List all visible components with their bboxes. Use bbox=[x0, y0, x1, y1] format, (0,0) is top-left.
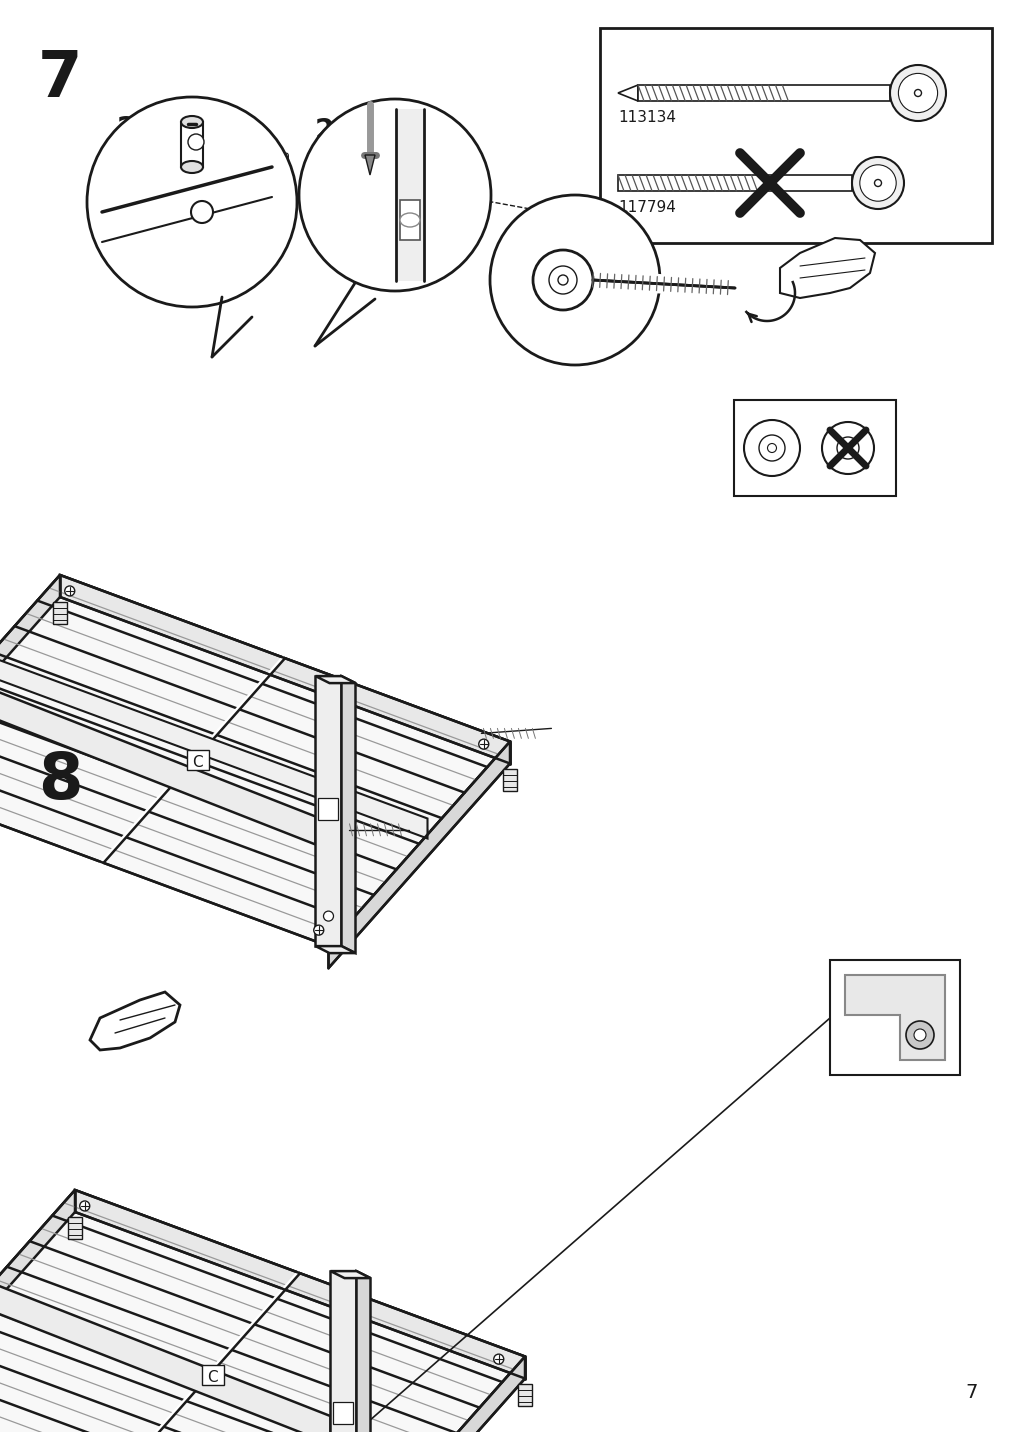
Text: 7: 7 bbox=[38, 49, 83, 110]
Text: 7: 7 bbox=[964, 1383, 977, 1402]
Bar bbox=[637, 84, 889, 102]
Ellipse shape bbox=[843, 444, 851, 453]
Circle shape bbox=[548, 266, 576, 294]
Ellipse shape bbox=[889, 64, 945, 120]
Text: 8: 8 bbox=[38, 750, 83, 812]
Ellipse shape bbox=[851, 158, 903, 209]
Circle shape bbox=[913, 1030, 925, 1041]
Bar bbox=[187, 750, 208, 770]
Ellipse shape bbox=[859, 165, 896, 202]
Bar bbox=[318, 798, 338, 819]
Bar bbox=[53, 601, 67, 624]
Polygon shape bbox=[844, 975, 944, 1060]
Bar bbox=[395, 109, 424, 281]
Polygon shape bbox=[331, 1272, 370, 1279]
Polygon shape bbox=[329, 742, 510, 968]
Bar bbox=[68, 1217, 82, 1239]
Bar bbox=[502, 769, 517, 790]
Ellipse shape bbox=[181, 160, 203, 173]
Polygon shape bbox=[211, 296, 252, 357]
Circle shape bbox=[489, 195, 659, 365]
Bar bbox=[399, 200, 420, 241]
Polygon shape bbox=[0, 1190, 525, 1432]
Circle shape bbox=[188, 135, 204, 150]
Circle shape bbox=[905, 1021, 933, 1050]
Bar bbox=[334, 1402, 353, 1423]
Bar bbox=[829, 959, 959, 1075]
Polygon shape bbox=[75, 1190, 525, 1379]
Polygon shape bbox=[315, 676, 341, 947]
Circle shape bbox=[493, 1355, 503, 1365]
Polygon shape bbox=[0, 652, 427, 839]
Circle shape bbox=[191, 200, 212, 223]
Polygon shape bbox=[0, 576, 510, 947]
Polygon shape bbox=[315, 947, 355, 954]
Polygon shape bbox=[0, 576, 60, 802]
Bar bbox=[202, 1365, 223, 1385]
Polygon shape bbox=[356, 1272, 370, 1432]
Ellipse shape bbox=[898, 73, 936, 113]
Circle shape bbox=[65, 586, 75, 596]
Circle shape bbox=[743, 420, 800, 475]
Bar bbox=[618, 175, 851, 190]
Polygon shape bbox=[341, 676, 355, 954]
Text: 2x: 2x bbox=[314, 117, 352, 145]
Text: C: C bbox=[192, 755, 203, 770]
Polygon shape bbox=[0, 650, 315, 845]
Bar bbox=[600, 29, 991, 243]
Polygon shape bbox=[90, 992, 180, 1050]
Circle shape bbox=[87, 97, 296, 306]
Circle shape bbox=[478, 739, 488, 749]
Circle shape bbox=[313, 925, 324, 935]
Circle shape bbox=[80, 1201, 90, 1211]
Bar bbox=[733, 400, 895, 495]
Polygon shape bbox=[365, 155, 375, 175]
Polygon shape bbox=[0, 1190, 75, 1416]
Text: 2x: 2x bbox=[117, 115, 154, 143]
Ellipse shape bbox=[766, 444, 775, 453]
Bar bbox=[181, 122, 203, 168]
Text: 113134: 113134 bbox=[618, 110, 675, 125]
Circle shape bbox=[821, 422, 874, 474]
Ellipse shape bbox=[914, 89, 921, 96]
Ellipse shape bbox=[874, 179, 881, 186]
Polygon shape bbox=[314, 284, 375, 347]
Text: 113134: 113134 bbox=[579, 262, 627, 275]
Polygon shape bbox=[618, 84, 637, 102]
Polygon shape bbox=[0, 1250, 331, 1432]
Polygon shape bbox=[343, 1356, 525, 1432]
Text: C: C bbox=[207, 1370, 218, 1385]
Ellipse shape bbox=[399, 213, 420, 228]
Circle shape bbox=[298, 99, 490, 291]
Ellipse shape bbox=[181, 116, 203, 127]
Polygon shape bbox=[331, 1272, 356, 1432]
Text: 113153: 113153 bbox=[279, 149, 292, 196]
Ellipse shape bbox=[557, 275, 567, 285]
Circle shape bbox=[324, 911, 334, 921]
Polygon shape bbox=[315, 676, 355, 683]
Circle shape bbox=[533, 251, 592, 309]
Polygon shape bbox=[779, 238, 875, 298]
Circle shape bbox=[758, 435, 785, 461]
Polygon shape bbox=[60, 576, 510, 763]
Circle shape bbox=[836, 437, 858, 460]
Text: 117794: 117794 bbox=[618, 200, 675, 215]
Bar bbox=[518, 1383, 532, 1405]
